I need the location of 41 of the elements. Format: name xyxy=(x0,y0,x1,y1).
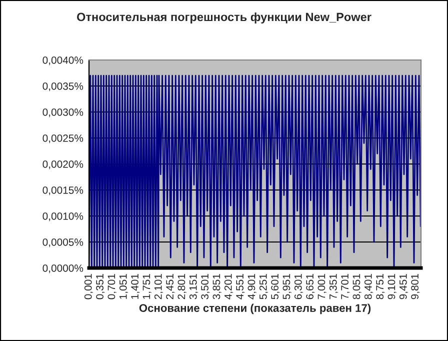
x-tick-label: 1,751 xyxy=(142,274,152,299)
x-tick-label: 5,251 xyxy=(259,274,268,300)
x-tick-label: 1,401 xyxy=(131,274,140,299)
y-tick-label: 0,0025% xyxy=(42,134,84,144)
x-tick-label: 4,901 xyxy=(248,274,256,300)
y-tick-label: 0,0005% xyxy=(42,238,84,248)
y-tick-label: 0,0030% xyxy=(42,108,84,118)
x-tick-label: 8,051 xyxy=(352,274,362,300)
x-tick-label: 3,151 xyxy=(189,274,198,300)
y-tick-label: 0,0040% xyxy=(42,56,84,66)
x-tick-label: 8,751 xyxy=(376,274,385,300)
x-tick-label: 5,951 xyxy=(282,274,292,300)
x-axis-title: Основание степени (показатель равен 17) xyxy=(139,304,371,314)
x-tick-label: 6,651 xyxy=(306,274,315,300)
y-tick-label: 0,0015% xyxy=(42,186,84,196)
x-tick-label: 9,101 xyxy=(388,274,396,300)
x-tick-label: 0,001 xyxy=(84,274,94,300)
x-tick-label: 3,851 xyxy=(212,274,222,300)
x-tick-label: 8,401 xyxy=(364,274,374,300)
x-tick-label: 9,801 xyxy=(411,274,420,300)
y-tick-label: 0,0010% xyxy=(42,212,84,222)
chart-title: Относительная погрешность функции New_Power xyxy=(77,12,372,24)
x-tick-label: 3,501 xyxy=(201,274,210,300)
x-tick-label: 0,701 xyxy=(108,274,116,300)
x-tick-label: 4,201 xyxy=(224,274,234,300)
x-tick-label: 7,351 xyxy=(329,274,338,300)
x-tick-label: 6,301 xyxy=(294,274,304,300)
x-tick-label: 1,051 xyxy=(119,274,128,299)
line-series xyxy=(89,74,421,268)
y-tick-label: 0,0035% xyxy=(42,82,84,92)
x-tick-label: 7,001 xyxy=(318,274,326,300)
x-tick-label: 4,551 xyxy=(236,274,245,300)
x-tick-label: 2,101 xyxy=(154,274,164,300)
x-tick-label: 0,351 xyxy=(96,274,105,300)
x-tick-label: 5,601 xyxy=(271,274,280,300)
x-tick-label: 2,801 xyxy=(178,274,186,300)
y-tick-label: 0,0000% xyxy=(42,264,84,274)
y-tick-label: 0,0020% xyxy=(42,160,84,170)
x-tick-label: 9,451 xyxy=(399,274,408,300)
x-tick-label: 2,451 xyxy=(166,274,175,300)
x-tick-label: 7,701 xyxy=(341,274,350,300)
